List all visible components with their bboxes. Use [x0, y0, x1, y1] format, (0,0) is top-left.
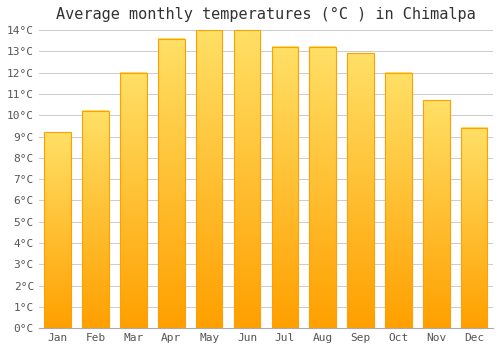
- Bar: [44, 132, 71, 328]
- Bar: [348, 54, 374, 328]
- Bar: [385, 73, 411, 328]
- Bar: [423, 100, 450, 328]
- Title: Average monthly temperatures (°C ) in Chimalpa: Average monthly temperatures (°C ) in Ch…: [56, 7, 476, 22]
- Bar: [310, 47, 336, 328]
- Bar: [158, 38, 184, 328]
- Bar: [234, 30, 260, 328]
- Bar: [196, 30, 222, 328]
- Bar: [461, 128, 487, 328]
- Bar: [82, 111, 109, 328]
- Bar: [120, 73, 146, 328]
- Bar: [272, 47, 298, 328]
